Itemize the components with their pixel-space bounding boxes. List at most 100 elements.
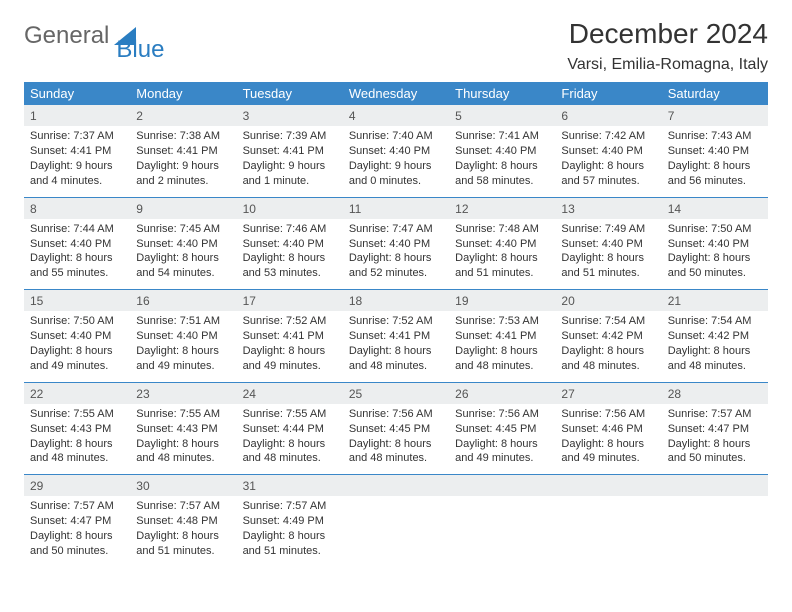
day-cell: 12Sunrise: 7:48 AMSunset: 4:40 PMDayligh… bbox=[449, 198, 555, 290]
day-body: Sunrise: 7:45 AMSunset: 4:40 PMDaylight:… bbox=[130, 219, 236, 289]
day-number-empty bbox=[662, 475, 768, 496]
day-number: 25 bbox=[343, 383, 449, 404]
day-body: Sunrise: 7:47 AMSunset: 4:40 PMDaylight:… bbox=[343, 219, 449, 289]
day-body: Sunrise: 7:56 AMSunset: 4:46 PMDaylight:… bbox=[555, 404, 661, 474]
day-body: Sunrise: 7:56 AMSunset: 4:45 PMDaylight:… bbox=[343, 404, 449, 474]
day-number: 22 bbox=[24, 383, 130, 404]
daylight-line1: Daylight: 9 hours bbox=[243, 159, 337, 174]
day-body: Sunrise: 7:51 AMSunset: 4:40 PMDaylight:… bbox=[130, 311, 236, 381]
daylight-line2: and 48 minutes. bbox=[668, 359, 762, 374]
dow-sunday: Sunday bbox=[24, 82, 130, 105]
month-title: December 2024 bbox=[567, 18, 768, 50]
daylight-line2: and 50 minutes. bbox=[668, 266, 762, 281]
sunrise-text: Sunrise: 7:53 AM bbox=[455, 314, 549, 329]
day-cell: 20Sunrise: 7:54 AMSunset: 4:42 PMDayligh… bbox=[555, 290, 661, 382]
sunset-text: Sunset: 4:41 PM bbox=[30, 144, 124, 159]
sunrise-text: Sunrise: 7:55 AM bbox=[243, 407, 337, 422]
sunrise-text: Sunrise: 7:38 AM bbox=[136, 129, 230, 144]
daylight-line2: and 51 minutes. bbox=[243, 544, 337, 559]
week-row: 29 Sunrise: 7:57 AMSunset: 4:47 PMDayligh… bbox=[24, 475, 768, 567]
day-number: 9 bbox=[130, 198, 236, 219]
daylight-line1: Daylight: 8 hours bbox=[30, 344, 124, 359]
daylight-line2: and 53 minutes. bbox=[243, 266, 337, 281]
week-row: 8Sunrise: 7:44 AMSunset: 4:40 PMDaylight… bbox=[24, 198, 768, 291]
day-number: 29 bbox=[24, 475, 130, 496]
daylight-line1: Daylight: 8 hours bbox=[455, 344, 549, 359]
day-number: 28 bbox=[662, 383, 768, 404]
dow-tuesday: Tuesday bbox=[237, 82, 343, 105]
daylight-line2: and 49 minutes. bbox=[243, 359, 337, 374]
day-number-empty bbox=[343, 475, 449, 496]
sunset-text: Sunset: 4:49 PM bbox=[243, 514, 337, 529]
day-body: Sunrise: 7:50 AMSunset: 4:40 PMDaylight:… bbox=[24, 311, 130, 381]
day-cell: 18Sunrise: 7:52 AMSunset: 4:41 PMDayligh… bbox=[343, 290, 449, 382]
sunrise-text: Sunrise: 7:55 AM bbox=[30, 407, 124, 422]
daylight-line2: and 51 minutes. bbox=[136, 544, 230, 559]
sunrise-text: Sunrise: 7:49 AM bbox=[561, 222, 655, 237]
sunrise-text: Sunrise: 7:56 AM bbox=[455, 407, 549, 422]
day-body: Sunrise: 7:55 AMSunset: 4:43 PMDaylight:… bbox=[130, 404, 236, 474]
sunset-text: Sunset: 4:40 PM bbox=[349, 144, 443, 159]
day-body: Sunrise: 7:42 AMSunset: 4:40 PMDaylight:… bbox=[555, 126, 661, 196]
day-cell: 25Sunrise: 7:56 AMSunset: 4:45 PMDayligh… bbox=[343, 383, 449, 475]
daylight-line1: Daylight: 8 hours bbox=[349, 251, 443, 266]
daylight-line2: and 49 minutes. bbox=[30, 359, 124, 374]
dow-saturday: Saturday bbox=[662, 82, 768, 105]
daylight-line2: and 54 minutes. bbox=[136, 266, 230, 281]
day-cell bbox=[662, 475, 768, 567]
dow-friday: Friday bbox=[555, 82, 661, 105]
sunset-text: Sunset: 4:47 PM bbox=[30, 514, 124, 529]
daylight-line2: and 4 minutes. bbox=[30, 174, 124, 189]
sunset-text: Sunset: 4:40 PM bbox=[668, 237, 762, 252]
sunset-text: Sunset: 4:47 PM bbox=[668, 422, 762, 437]
sunset-text: Sunset: 4:45 PM bbox=[349, 422, 443, 437]
day-body: Sunrise: 7:37 AMSunset: 4:41 PMDaylight:… bbox=[24, 126, 130, 196]
day-number-empty bbox=[555, 475, 661, 496]
sunset-text: Sunset: 4:41 PM bbox=[243, 144, 337, 159]
sunset-text: Sunset: 4:40 PM bbox=[30, 329, 124, 344]
sunrise-text: Sunrise: 7:44 AM bbox=[30, 222, 124, 237]
daylight-line1: Daylight: 8 hours bbox=[561, 344, 655, 359]
sunset-text: Sunset: 4:45 PM bbox=[455, 422, 549, 437]
sunrise-text: Sunrise: 7:56 AM bbox=[561, 407, 655, 422]
day-number: 21 bbox=[662, 290, 768, 311]
sunrise-text: Sunrise: 7:43 AM bbox=[668, 129, 762, 144]
day-body: Sunrise: 7:46 AMSunset: 4:40 PMDaylight:… bbox=[237, 219, 343, 289]
day-number: 17 bbox=[237, 290, 343, 311]
location-text: Varsi, Emilia-Romagna, Italy bbox=[567, 56, 768, 74]
sunset-text: Sunset: 4:41 PM bbox=[243, 329, 337, 344]
day-body: Sunrise: 7:43 AMSunset: 4:40 PMDaylight:… bbox=[662, 126, 768, 196]
sunrise-text: Sunrise: 7:52 AM bbox=[349, 314, 443, 329]
day-body: Sunrise: 7:54 AMSunset: 4:42 PMDaylight:… bbox=[662, 311, 768, 381]
daylight-line2: and 0 minutes. bbox=[349, 174, 443, 189]
day-number: 20 bbox=[555, 290, 661, 311]
daylight-line2: and 48 minutes. bbox=[455, 359, 549, 374]
day-number: 4 bbox=[343, 105, 449, 126]
daylight-line1: Daylight: 8 hours bbox=[136, 344, 230, 359]
daylight-line1: Daylight: 8 hours bbox=[30, 529, 124, 544]
day-cell: 7Sunrise: 7:43 AMSunset: 4:40 PMDaylight… bbox=[662, 105, 768, 197]
day-cell: 8Sunrise: 7:44 AMSunset: 4:40 PMDaylight… bbox=[24, 198, 130, 290]
sunrise-text: Sunrise: 7:37 AM bbox=[30, 129, 124, 144]
daylight-line1: Daylight: 8 hours bbox=[349, 344, 443, 359]
day-cell: 19Sunrise: 7:53 AMSunset: 4:41 PMDayligh… bbox=[449, 290, 555, 382]
day-body: Sunrise: 7:50 AMSunset: 4:40 PMDaylight:… bbox=[662, 219, 768, 289]
daylight-line1: Daylight: 8 hours bbox=[668, 251, 762, 266]
day-cell: 26Sunrise: 7:56 AMSunset: 4:45 PMDayligh… bbox=[449, 383, 555, 475]
day-cell: 22Sunrise: 7:55 AMSunset: 4:43 PMDayligh… bbox=[24, 383, 130, 475]
day-number: 24 bbox=[237, 383, 343, 404]
sunrise-text: Sunrise: 7:57 AM bbox=[668, 407, 762, 422]
sunrise-text: Sunrise: 7:57 AM bbox=[30, 499, 124, 514]
daylight-line1: Daylight: 8 hours bbox=[30, 251, 124, 266]
sunrise-text: Sunrise: 7:52 AM bbox=[243, 314, 337, 329]
sunset-text: Sunset: 4:41 PM bbox=[455, 329, 549, 344]
day-number: 2 bbox=[130, 105, 236, 126]
day-cell: 14Sunrise: 7:50 AMSunset: 4:40 PMDayligh… bbox=[662, 198, 768, 290]
day-cell: 4Sunrise: 7:40 AMSunset: 4:40 PMDaylight… bbox=[343, 105, 449, 197]
day-body: Sunrise: 7:52 AMSunset: 4:41 PMDaylight:… bbox=[343, 311, 449, 381]
daylight-line2: and 55 minutes. bbox=[30, 266, 124, 281]
daylight-line1: Daylight: 9 hours bbox=[136, 159, 230, 174]
week-row: 1Sunrise: 7:37 AMSunset: 4:41 PMDaylight… bbox=[24, 105, 768, 198]
day-number: 18 bbox=[343, 290, 449, 311]
daylight-line1: Daylight: 8 hours bbox=[668, 437, 762, 452]
